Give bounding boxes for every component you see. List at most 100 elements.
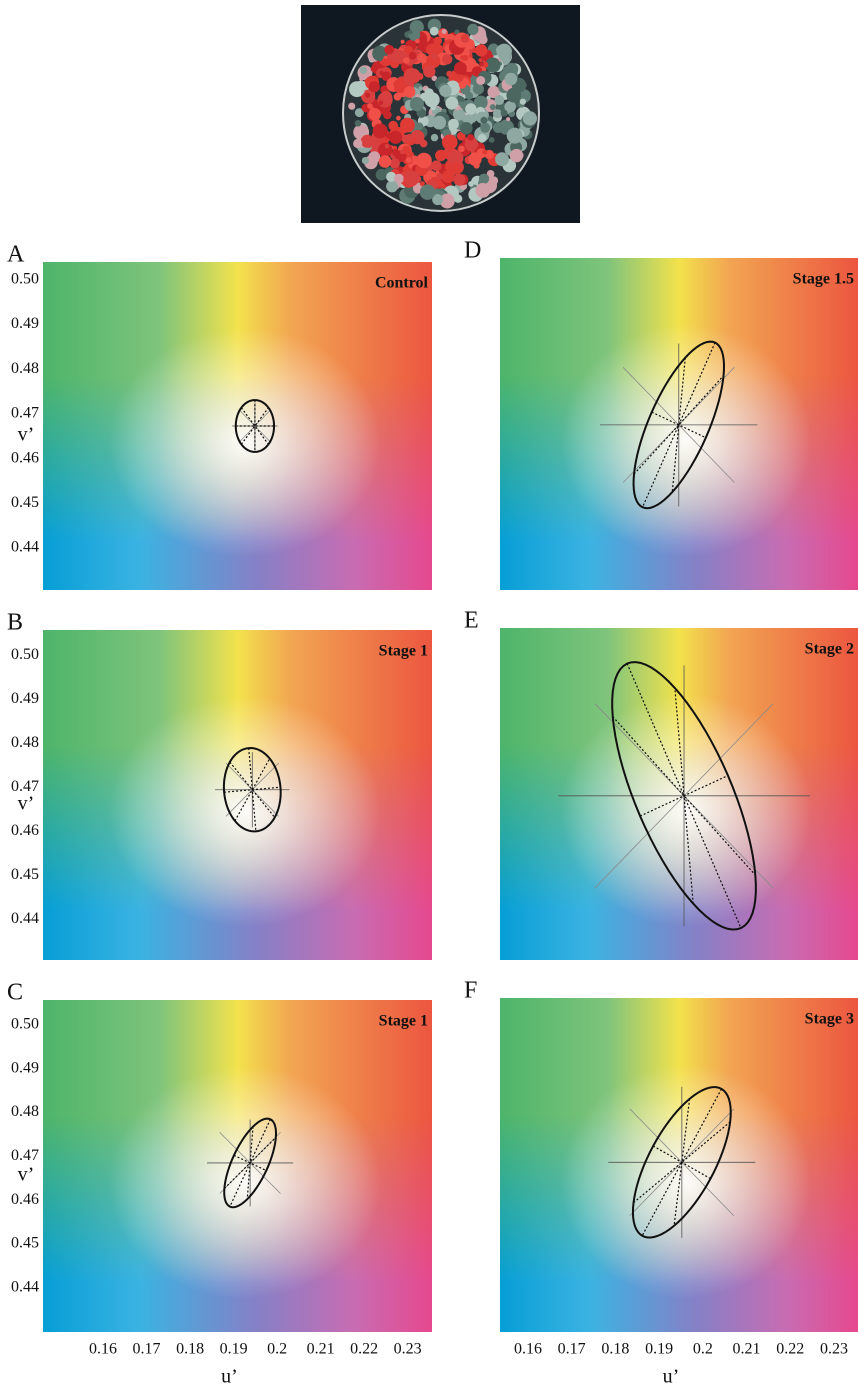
plate-dot — [520, 99, 526, 105]
plate-dot — [416, 123, 424, 131]
plate-dot — [396, 116, 401, 121]
plate-dot — [496, 44, 512, 60]
x-tick-label: 0.17 — [558, 1341, 586, 1358]
panel: EStage 2 — [464, 608, 858, 961]
y-tick-label: 0.44 — [11, 539, 39, 556]
panel: AControl0.500.490.480.470.460.450.44v’ — [7, 242, 432, 591]
plate-dot — [506, 122, 513, 129]
plate-dot — [480, 117, 487, 124]
colour-map-white — [43, 630, 432, 960]
panel-letter: C — [7, 980, 23, 1006]
plate-dot — [480, 123, 490, 133]
y-tick-label: 0.44 — [11, 1278, 39, 1295]
y-tick-label: 0.48 — [11, 360, 39, 377]
plate-dot — [410, 97, 424, 111]
plate-dot — [445, 97, 458, 110]
plate-dot — [476, 76, 485, 85]
y-tick-label: 0.50 — [11, 271, 39, 288]
plate-dot — [454, 195, 462, 203]
plate-dot — [392, 149, 399, 156]
plate-dot — [369, 81, 380, 92]
x-tick-label: 0.22 — [776, 1341, 804, 1358]
plate-dot — [439, 85, 451, 97]
plate-dot — [404, 77, 411, 84]
plate-dot — [472, 48, 477, 53]
plate-dot — [478, 134, 487, 143]
x-tick-label: 0.19 — [645, 1341, 673, 1358]
plate-dot — [365, 93, 370, 98]
plate-dot — [493, 122, 504, 133]
plate-dot — [385, 144, 389, 148]
plate-dot — [442, 54, 452, 64]
plate-dot — [360, 67, 367, 74]
plate-dot — [424, 88, 433, 97]
y-tick-label: 0.49 — [11, 1059, 39, 1076]
plate-dot — [476, 183, 491, 198]
plate-image — [301, 5, 580, 223]
plate-dot — [430, 105, 436, 111]
plate-dot — [401, 45, 405, 49]
plate-dot — [506, 88, 521, 103]
plate-dot — [353, 139, 362, 148]
y-tick-label: 0.45 — [11, 1235, 39, 1252]
plate-dot — [379, 71, 383, 75]
plate-dot — [406, 134, 414, 142]
plate-dot — [465, 103, 476, 114]
plate-dot — [432, 53, 438, 59]
plate-dot — [435, 150, 446, 161]
plate-dot — [442, 135, 458, 151]
plate-dot — [433, 37, 442, 46]
y-tick-label: 0.48 — [11, 1103, 39, 1120]
panel-title: Control — [375, 275, 429, 292]
plate-dot — [400, 150, 404, 154]
plate-dot — [474, 162, 480, 168]
plate-dot — [403, 171, 419, 187]
plate-dot — [367, 103, 373, 109]
plate-dot — [415, 39, 420, 44]
plate-dot — [459, 81, 467, 89]
plate-dot — [355, 120, 362, 127]
plate-dot — [495, 152, 509, 166]
panel-title: Stage 3 — [805, 1011, 854, 1028]
figure: AControl0.500.490.480.470.460.450.44v’BS… — [0, 0, 858, 1390]
panel-title: Stage 2 — [805, 641, 854, 658]
plate-dot — [348, 103, 355, 110]
y-axis-label: v’ — [18, 793, 35, 815]
plate-dot — [448, 119, 459, 130]
plate-dot — [479, 62, 484, 67]
plate-dot — [436, 173, 443, 180]
y-tick-label: 0.47 — [11, 405, 39, 422]
plate-dot — [523, 111, 537, 125]
plate-dot — [506, 117, 510, 121]
plate-dot — [501, 110, 508, 117]
plate-dot — [416, 153, 432, 169]
y-axis-label: v’ — [18, 1164, 35, 1186]
y-tick-label: 0.46 — [11, 822, 39, 839]
x-tick-label: 0.22 — [350, 1341, 378, 1358]
plate-dot — [440, 183, 445, 188]
panel-letter: D — [464, 238, 481, 264]
plate-dot — [388, 84, 394, 90]
x-tick-label: 0.17 — [133, 1341, 161, 1358]
plate-dot — [394, 174, 404, 184]
plate-dot — [362, 157, 369, 164]
plate-dot — [359, 77, 363, 81]
plate-dot — [404, 86, 416, 98]
plate-dot — [494, 95, 504, 105]
y-tick-label: 0.49 — [11, 315, 39, 332]
plate-dot — [458, 146, 464, 152]
plate-dot — [400, 118, 415, 133]
plate-dot — [450, 162, 462, 174]
plate-dot — [409, 52, 417, 60]
plate-dot — [503, 66, 509, 72]
panel-letter: F — [464, 978, 477, 1004]
y-tick-label: 0.47 — [11, 1147, 39, 1164]
plate-dot — [462, 35, 466, 39]
x-tick-label: 0.2 — [693, 1341, 713, 1358]
plate-dot — [429, 65, 434, 70]
plate-dot — [408, 30, 412, 34]
plate-dot — [377, 92, 392, 107]
x-tick-label: 0.16 — [514, 1341, 542, 1358]
x-tick-label: 0.21 — [733, 1341, 761, 1358]
